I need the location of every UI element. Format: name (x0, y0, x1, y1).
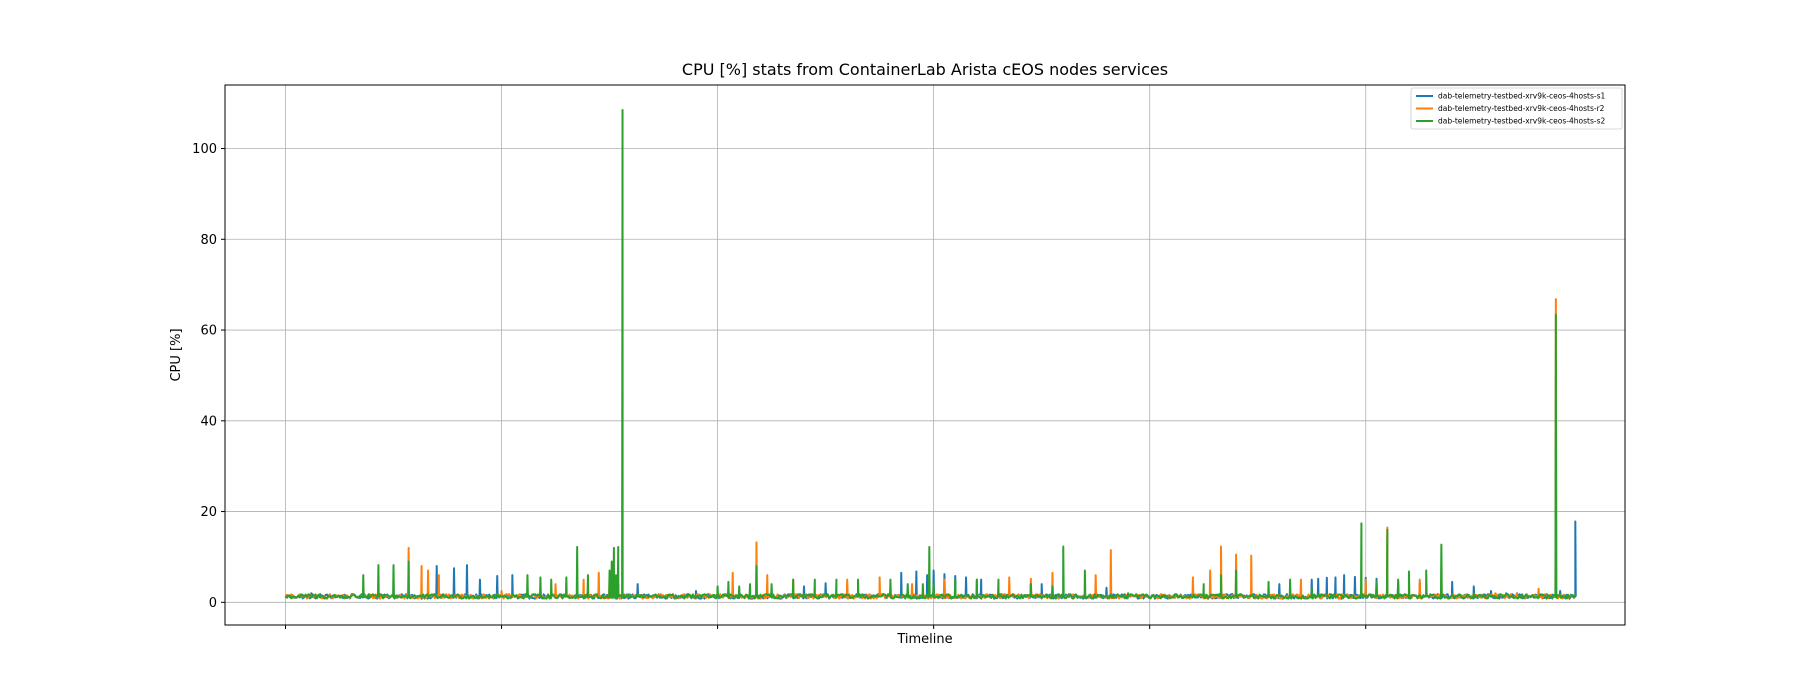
y-axis-label: CPU [%] (169, 328, 184, 381)
x-axis-label: Timeline (896, 632, 952, 647)
legend-label: dab-telemetry-testbed-xrv9k-ceos-4hosts-… (1438, 92, 1605, 101)
series-line-3 (285, 108, 1577, 600)
y-axis-ticks: 0 20 40 60 80 100 (192, 142, 1367, 629)
y-tick-label: 0 (209, 596, 217, 611)
legend-label: dab-telemetry-testbed-xrv9k-ceos-4hosts-… (1438, 117, 1605, 126)
grid-lines (225, 85, 1625, 625)
y-tick-label: 60 (200, 324, 217, 339)
y-tick-label: 20 (200, 505, 217, 520)
legend-box (1410, 87, 1623, 130)
legend-label: dab-telemetry-testbed-xrv9k-ceos-4hosts-… (1438, 104, 1605, 113)
legend: dab-telemetry-testbed-xrv9k-ceos-4hosts-… (1410, 87, 1623, 130)
y-tick-label: 40 (200, 414, 217, 429)
series-lines (284, 108, 1577, 600)
chart-title: CPU [%] stats from ContainerLab Arista c… (682, 60, 1168, 79)
y-tick-label: 80 (200, 233, 217, 248)
y-tick-label: 100 (192, 142, 217, 157)
plot-frame (224, 84, 1626, 626)
